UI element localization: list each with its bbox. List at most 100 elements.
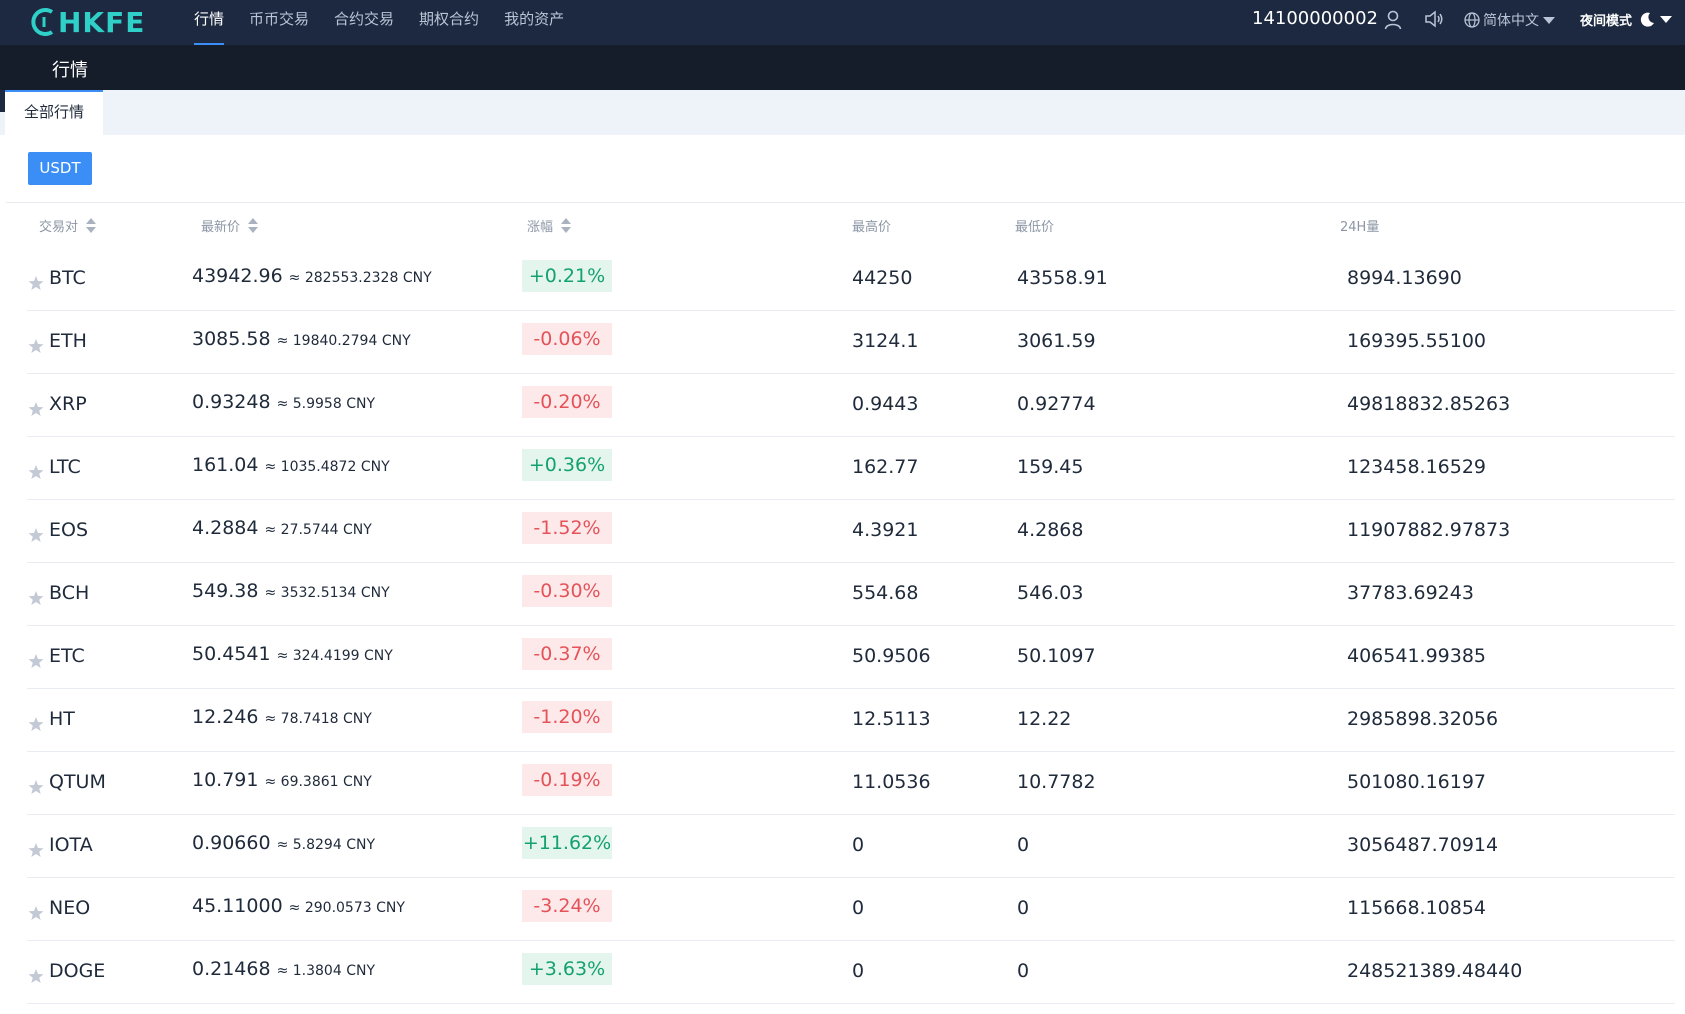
divider [6, 202, 1685, 203]
pair-symbol: BTC [49, 267, 86, 289]
low-price: 50.1097 [1017, 645, 1096, 667]
table-row[interactable]: BCH 549.38 ≈ 3532.5134 CNY -0.30% 554.68 546.… [27, 563, 1675, 626]
last-price-value: 161.04 [192, 454, 259, 476]
top-navbar: HKFE 行情 币币交易 合约交易 期权合约 我的资产 14100000002 … [0, 0, 1685, 45]
favorite-star-icon[interactable] [28, 778, 44, 800]
high-price: 0 [852, 834, 865, 856]
volume-24h: 8994.13690 [1347, 267, 1462, 289]
tab-all-markets[interactable]: 全部行情 [5, 90, 103, 135]
favorite-star-icon[interactable] [28, 967, 44, 989]
speaker-icon[interactable] [1424, 10, 1444, 32]
logo[interactable]: HKFE [30, 5, 145, 39]
low-price: 12.22 [1017, 708, 1072, 730]
favorite-star-icon[interactable] [28, 841, 44, 863]
tab-indicator [0, 90, 5, 112]
nav-item-spot-trading[interactable]: 币币交易 [249, 10, 310, 28]
low-price: 0 [1017, 960, 1030, 982]
user-icon[interactable] [1384, 10, 1402, 34]
last-price: 50.4541 ≈ 324.4199 CNY [192, 643, 393, 665]
sort-icon[interactable] [248, 218, 259, 233]
volume-24h: 406541.99385 [1347, 645, 1487, 667]
change-badge: -0.06% [522, 323, 612, 355]
favorite-star-icon[interactable] [28, 589, 44, 611]
cny-equivalent: ≈ 78.7418 CNY [264, 711, 372, 727]
header-change[interactable]: 涨幅 [527, 216, 572, 235]
table-row[interactable]: ETH 3085.58 ≈ 19840.2794 CNY -0.06% 3124.1 30… [27, 311, 1675, 374]
header-volume-label: 24H量 [1340, 220, 1380, 235]
cny-equivalent: ≈ 69.3861 CNY [264, 774, 372, 790]
nav-item-options[interactable]: 期权合约 [419, 10, 480, 28]
last-price: 0.93248 ≈ 5.9958 CNY [192, 391, 375, 413]
last-price-value: 4.2884 [192, 517, 259, 539]
nav-item-market[interactable]: 行情 [194, 0, 225, 45]
favorite-star-icon[interactable] [28, 463, 44, 485]
last-price-value: 549.38 [192, 580, 259, 602]
last-price-value: 0.21468 [192, 958, 271, 980]
sort-icon[interactable] [561, 218, 572, 233]
cny-equivalent: ≈ 19840.2794 CNY [276, 333, 411, 349]
night-mode-toggle[interactable]: 夜间模式 [1580, 10, 1673, 29]
low-price: 0 [1017, 834, 1030, 856]
favorite-star-icon[interactable] [28, 337, 44, 359]
sort-icon[interactable] [86, 218, 97, 233]
last-price: 12.246 ≈ 78.7418 CNY [192, 706, 372, 728]
pair-symbol: IOTA [49, 834, 93, 856]
last-price: 45.11000 ≈ 290.0573 CNY [192, 895, 405, 917]
table-row[interactable]: NEO 45.11000 ≈ 290.0573 CNY -3.24% 0 0 115668.… [27, 878, 1675, 941]
volume-24h: 123458.16529 [1347, 456, 1487, 478]
tab-strip: 全部行情 [0, 90, 1685, 135]
header-volume: 24H量 [1340, 216, 1379, 235]
favorite-star-icon[interactable] [28, 715, 44, 737]
table-row[interactable]: DOGE 0.21468 ≈ 1.3804 CNY +3.63% 0 0 248521389… [27, 941, 1675, 1004]
favorite-star-icon[interactable] [28, 400, 44, 422]
header-pair-label: 交易对 [39, 220, 79, 235]
volume-24h: 248521389.48440 [1347, 960, 1523, 982]
favorite-star-icon[interactable] [28, 526, 44, 548]
change-badge: +0.21% [522, 260, 612, 292]
header-change-label: 涨幅 [527, 220, 554, 235]
nav-item-my-assets[interactable]: 我的资产 [504, 10, 565, 28]
usdt-filter-button[interactable]: USDT [28, 152, 92, 185]
table-row[interactable]: HT 12.246 ≈ 78.7418 CNY -1.20% 12.5113 12.22 2… [27, 689, 1675, 752]
last-price-value: 3085.58 [192, 328, 271, 350]
moon-icon [1640, 12, 1655, 27]
high-price: 3124.1 [852, 330, 919, 352]
high-price: 162.77 [852, 456, 919, 478]
last-price-value: 12.246 [192, 706, 259, 728]
volume-24h: 2985898.32056 [1347, 708, 1499, 730]
favorite-star-icon[interactable] [28, 904, 44, 926]
pair-symbol: ETC [49, 645, 85, 667]
language-selector[interactable]: 简体中文 [1464, 10, 1555, 30]
pair-symbol: HT [49, 708, 75, 730]
table-row[interactable]: ETC 50.4541 ≈ 324.4199 CNY -0.37% 50.9506 50.… [27, 626, 1675, 689]
header-last-price-label: 最新价 [201, 220, 241, 235]
last-price: 0.21468 ≈ 1.3804 CNY [192, 958, 375, 980]
header-pair[interactable]: 交易对 [39, 216, 97, 235]
change-badge: -0.19% [522, 764, 612, 796]
last-price-value: 0.93248 [192, 391, 271, 413]
table-row[interactable]: IOTA 0.90660 ≈ 5.8294 CNY +11.62% 0 0 3056487.… [27, 815, 1675, 878]
low-price: 4.2868 [1017, 519, 1084, 541]
header-low-label: 最低价 [1015, 220, 1055, 235]
table-row[interactable]: EOS 4.2884 ≈ 27.5744 CNY -1.52% 4.3921 4.2868… [27, 500, 1675, 563]
low-price: 0.92774 [1017, 393, 1096, 415]
table-row[interactable]: XRP 0.93248 ≈ 5.9958 CNY -0.20% 0.9443 0.9277… [27, 374, 1675, 437]
table-row[interactable]: QTUM 10.791 ≈ 69.3861 CNY -0.19% 11.0536 10.7… [27, 752, 1675, 815]
table-row[interactable]: LTC 161.04 ≈ 1035.4872 CNY +0.36% 162.77 159.… [27, 437, 1675, 500]
change-badge: -1.20% [522, 701, 612, 733]
high-price: 44250 [852, 267, 913, 289]
cny-equivalent: ≈ 282553.2328 CNY [288, 270, 432, 286]
table-row[interactable]: BTC 43942.96 ≈ 282553.2328 CNY +0.21% 44250 4… [27, 248, 1675, 311]
page-title: 行情 [52, 60, 88, 81]
header-last-price[interactable]: 最新价 [201, 216, 259, 235]
main-nav: 行情 币币交易 合约交易 期权合约 我的资产 [194, 0, 589, 45]
account-phone[interactable]: 14100000002 [1252, 8, 1378, 29]
nav-item-contract-trading[interactable]: 合约交易 [334, 10, 395, 28]
pair-symbol: BCH [49, 582, 90, 604]
favorite-star-icon[interactable] [28, 652, 44, 674]
high-price: 11.0536 [852, 771, 931, 793]
pair-symbol: LTC [49, 456, 81, 478]
favorite-star-icon[interactable] [28, 274, 44, 296]
cny-equivalent: ≈ 1035.4872 CNY [264, 459, 390, 475]
change-badge: -0.20% [522, 386, 612, 418]
